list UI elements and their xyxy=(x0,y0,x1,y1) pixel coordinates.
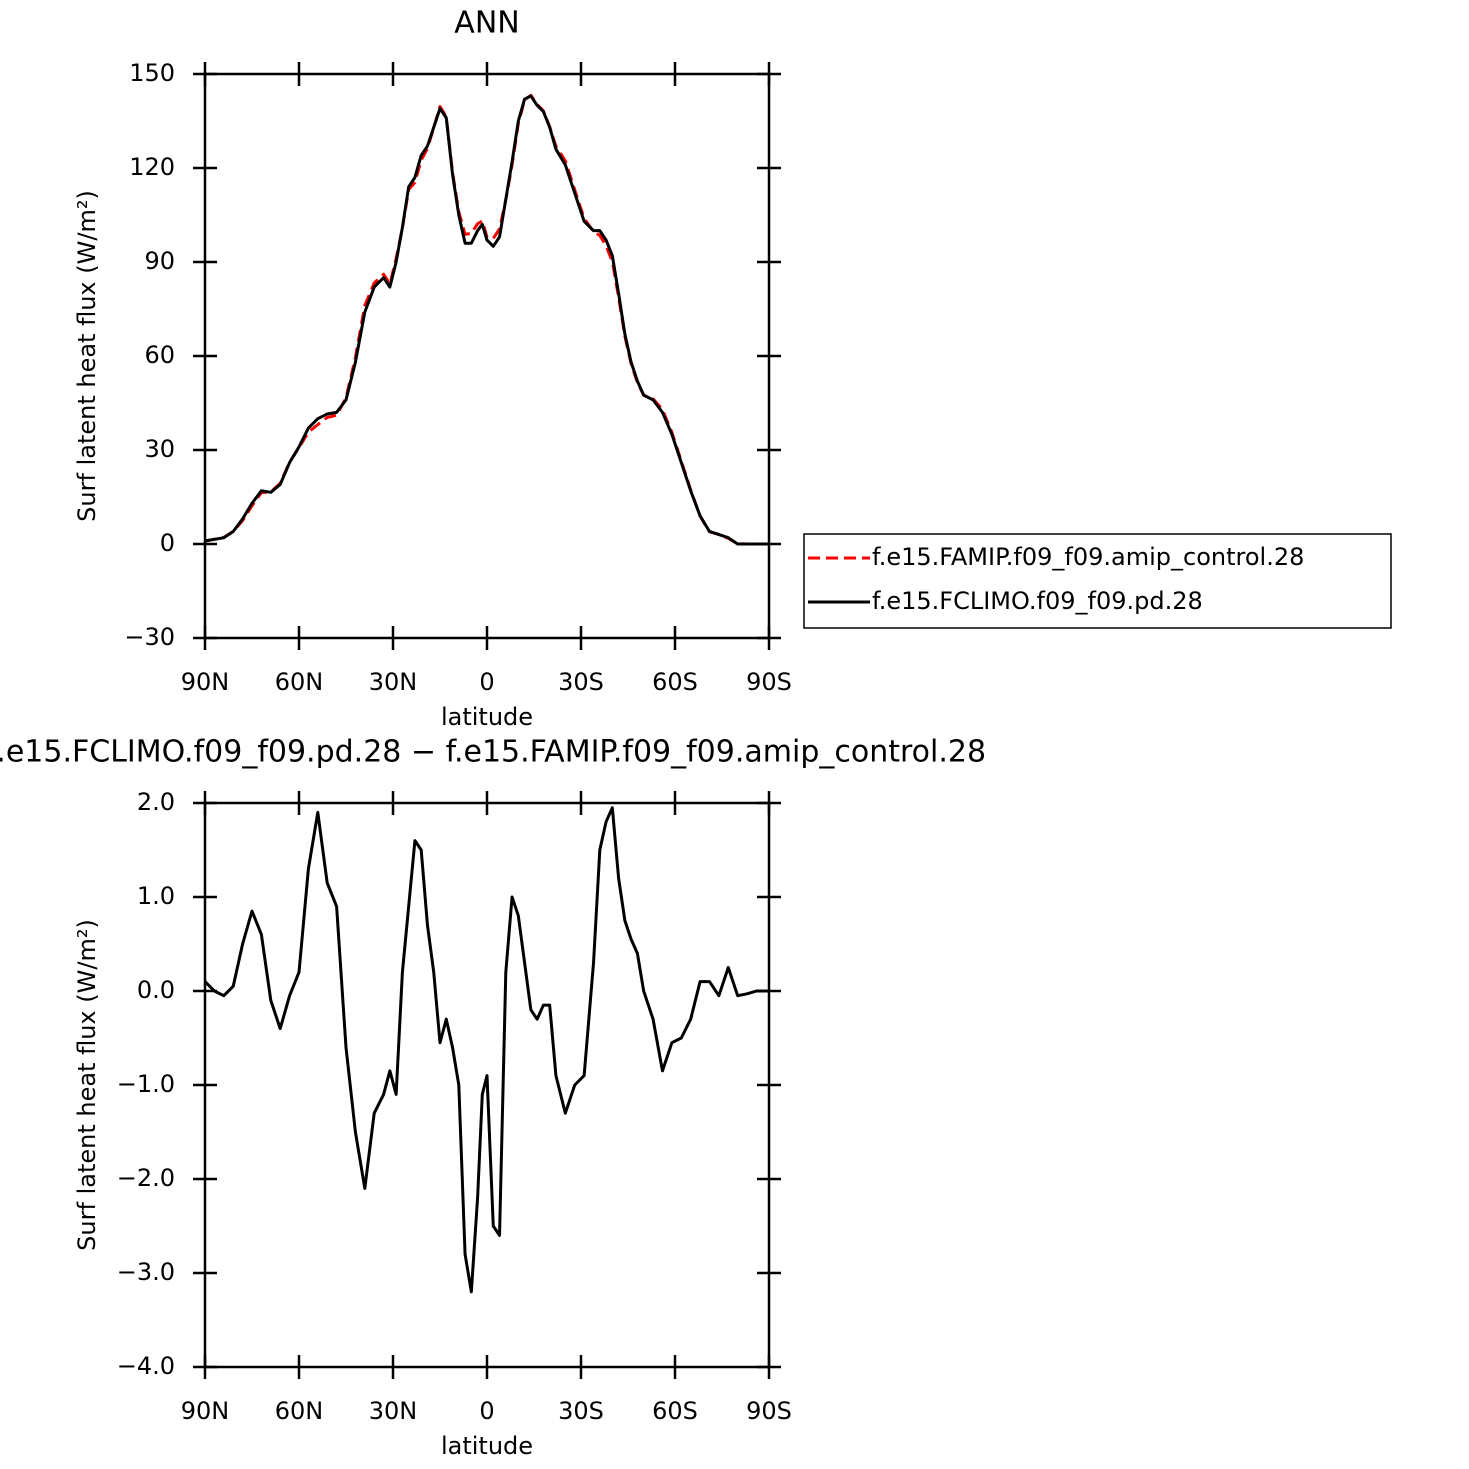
x-tick-label: 60N xyxy=(275,668,324,696)
y-tick-label: 120 xyxy=(129,153,175,181)
y-axis-label: Surf latent heat flux (W/m²) xyxy=(73,190,101,522)
x-tick-label: 30N xyxy=(369,668,418,696)
chart-title: f.e15.FCLIMO.f09_f09.pd.28 − f.e15.FAMIP… xyxy=(0,735,986,770)
x-tick-label: 90N xyxy=(181,668,230,696)
x-tick-label: 90N xyxy=(181,1397,230,1425)
y-tick-label: 0.0 xyxy=(137,976,175,1004)
y-tick-label: 90 xyxy=(144,247,175,275)
x-tick-label: 30S xyxy=(558,668,604,696)
data-line xyxy=(204,94,769,546)
y-tick-label: −4.0 xyxy=(117,1352,175,1380)
y-tick-label: 1.0 xyxy=(137,882,175,910)
legend-box xyxy=(803,533,1392,629)
y-tick-label: −30 xyxy=(124,623,175,651)
y-tick-label: 60 xyxy=(144,341,175,369)
legend-label: f.e15.FCLIMO.f09_f09.pd.28 xyxy=(872,587,1203,615)
chart-title: ANN xyxy=(454,6,519,41)
data-line xyxy=(203,806,769,1294)
x-tick-label: 0 xyxy=(479,668,494,696)
x-tick-label: 60S xyxy=(652,668,698,696)
y-tick-label: 0 xyxy=(160,529,175,557)
x-tick-label: 0 xyxy=(479,1397,494,1425)
x-tick-label: 90S xyxy=(746,668,792,696)
y-axis-label: Surf latent heat flux (W/m²) xyxy=(73,919,101,1251)
x-tick-label: 90S xyxy=(746,1397,792,1425)
x-tick-label: 60S xyxy=(652,1397,698,1425)
x-tick-label: 30S xyxy=(558,1397,604,1425)
y-tick-label: 150 xyxy=(129,59,175,87)
y-tick-label: 30 xyxy=(144,435,175,463)
y-tick-label: −3.0 xyxy=(117,1258,175,1286)
y-tick-label: 2.0 xyxy=(137,788,175,816)
x-axis-label: latitude xyxy=(441,1432,533,1460)
x-tick-label: 30N xyxy=(369,1397,418,1425)
y-tick-label: −2.0 xyxy=(117,1164,175,1192)
plot-frame xyxy=(203,72,771,640)
x-tick-label: 60N xyxy=(275,1397,324,1425)
data-line xyxy=(204,93,769,546)
legend-label: f.e15.FAMIP.f09_f09.amip_control.28 xyxy=(872,543,1304,571)
x-axis-label: latitude xyxy=(441,703,533,731)
y-tick-label: −1.0 xyxy=(117,1070,175,1098)
